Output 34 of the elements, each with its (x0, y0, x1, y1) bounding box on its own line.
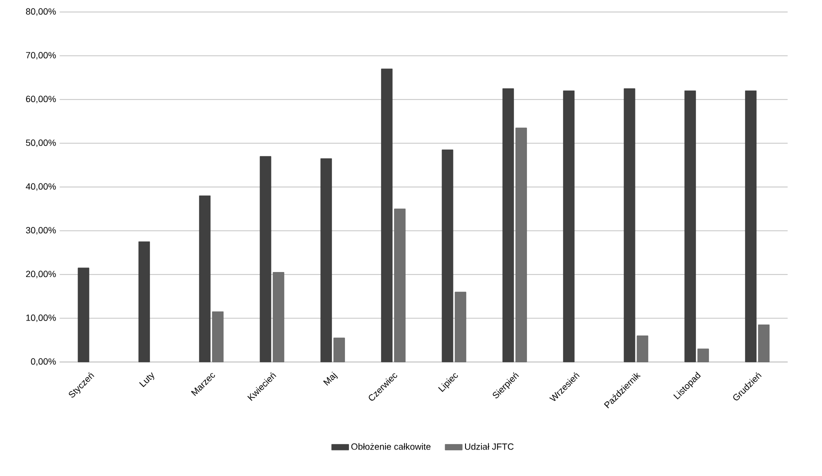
y-tick-label: 50,00% (26, 140, 56, 147)
bar (636, 336, 648, 362)
bar (515, 128, 527, 362)
bar (212, 311, 224, 362)
bar (394, 208, 406, 362)
legend-label: Obłożenie całkowite (351, 443, 431, 450)
bar (454, 292, 466, 362)
bar (745, 90, 757, 362)
bar (199, 196, 211, 362)
bar (563, 90, 575, 362)
bar (138, 241, 150, 362)
y-tick-label: 70,00% (26, 52, 56, 60)
bar (320, 158, 332, 362)
y-tick-label: 30,00% (26, 227, 56, 234)
y-tick-label: 0,00% (30, 358, 56, 366)
bar (502, 88, 514, 362)
y-tick-label: 60,00% (26, 96, 56, 104)
bar (333, 338, 345, 362)
x-tick-label: Luty (139, 372, 154, 388)
y-tick-label: 80,00% (26, 8, 56, 16)
bar (381, 68, 393, 362)
y-tick-label: 20,00% (26, 270, 56, 278)
bar (442, 150, 454, 362)
legend-label: Udział JFTC (465, 443, 514, 450)
bar (260, 156, 272, 362)
y-tick-label: 10,00% (26, 314, 56, 322)
bar (272, 272, 284, 362)
x-tick-label: Maj (323, 372, 338, 386)
bar (78, 268, 90, 362)
bar (684, 90, 696, 362)
bar (697, 348, 709, 362)
bar (758, 324, 770, 362)
y-tick-label: 40,00% (26, 183, 56, 191)
bar (624, 88, 636, 362)
